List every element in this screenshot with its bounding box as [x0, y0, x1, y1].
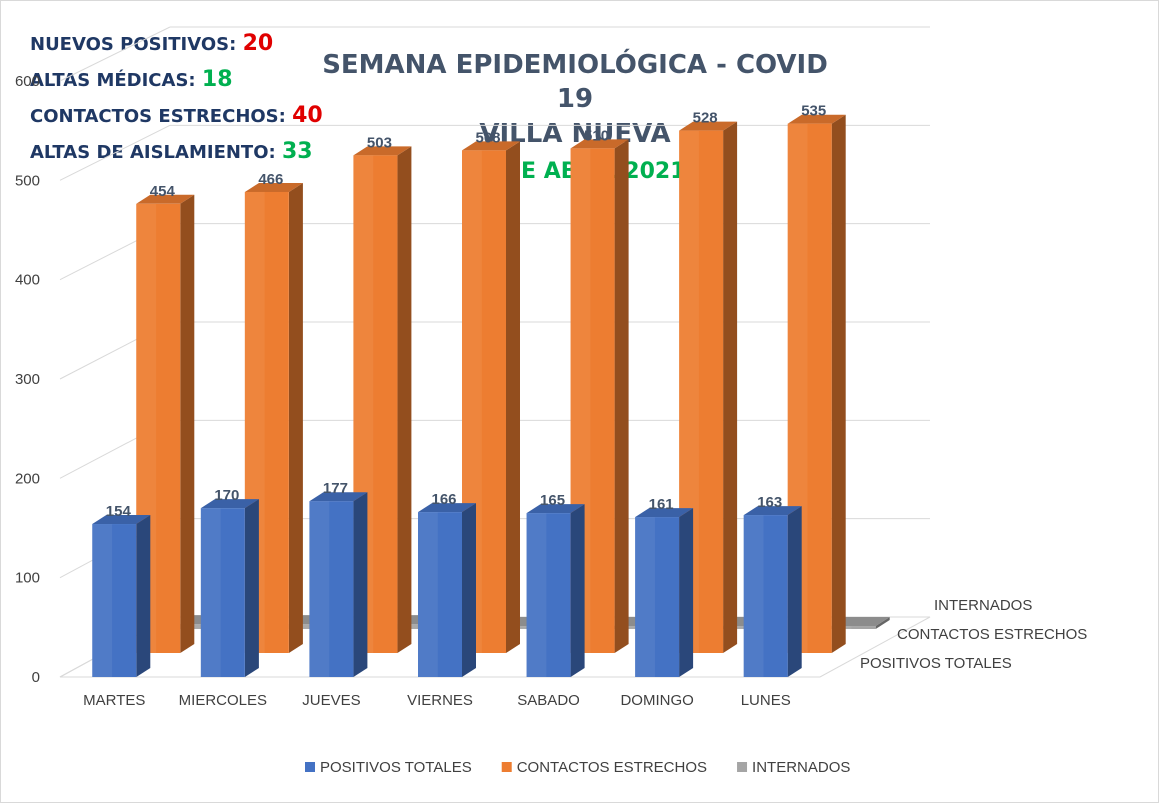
bar-side [244, 499, 259, 677]
legend-label: CONTACTOS ESTRECHOS [517, 759, 707, 776]
bar [92, 524, 137, 677]
stat-value: 18 [201, 67, 233, 92]
bar-top [526, 504, 585, 514]
depth-axis-label: INTERNADOS [934, 597, 1032, 614]
bar-side [875, 617, 890, 629]
bar-top [200, 499, 259, 509]
bar-side [180, 194, 195, 654]
bar [418, 512, 462, 677]
data-label: 154 [106, 503, 132, 520]
data-label: 170 [214, 487, 239, 504]
data-label: 177 [323, 480, 348, 497]
data-label: 466 [258, 171, 283, 188]
bar [200, 508, 245, 677]
x-tick-label: VIERNES [407, 692, 473, 709]
bar [526, 513, 571, 677]
bar-top [570, 139, 629, 149]
bar-side [570, 504, 585, 677]
data-label: 508 [475, 129, 500, 146]
bar-top [244, 183, 303, 192]
legend-label: INTERNADOS [752, 759, 850, 776]
y-tick-label: 400 [15, 272, 40, 289]
legend-swatch [737, 762, 748, 772]
legend-label: POSITIVOS TOTALES [320, 759, 472, 776]
bar-side [136, 515, 151, 677]
bar-top [309, 492, 368, 502]
stat-value: 20 [242, 31, 274, 56]
data-label: 163 [757, 494, 782, 511]
data-label: 535 [801, 103, 826, 120]
chart-title: SEMANA EPIDEMIOLÓGICA - COVID 19 [322, 50, 828, 114]
bar-top [462, 141, 520, 151]
stat-value: 40 [292, 103, 323, 128]
bar-highlight [200, 508, 221, 677]
bar-highlight [526, 513, 547, 677]
stat-altas-aislamiento: ALTAS DE AISLAMIENTO: 33 [30, 138, 323, 174]
stat-contactos-estrechos: CONTACTOS ESTRECHOS: 40 [30, 102, 323, 138]
data-label: 454 [150, 183, 176, 200]
stat-label: ALTAS DE AISLAMIENTO: [30, 142, 276, 163]
bar-highlight [635, 517, 655, 677]
bar-top [418, 503, 476, 513]
side-gridline [59, 26, 171, 82]
x-tick-label: SABADO [517, 692, 580, 709]
bar-highlight [418, 512, 438, 677]
bar-top [679, 121, 738, 131]
x-tick-label: JUEVES [302, 692, 360, 709]
bar-top [635, 508, 694, 518]
y-tick-label: 0 [32, 669, 40, 686]
stat-label: NUEVOS POSITIVOS: [30, 34, 237, 55]
depth-axis-label: POSITIVOS TOTALES [860, 655, 1012, 672]
y-tick-label: 300 [15, 371, 40, 388]
data-label: 528 [693, 110, 718, 127]
bar-side [787, 506, 802, 677]
y-tick-label: 600 [15, 73, 40, 90]
bar-side [397, 146, 412, 653]
stat-nuevos-positivos: NUEVOS POSITIVOS: 20 [30, 30, 323, 66]
x-tick-label: MARTES [83, 692, 145, 709]
stat-label: CONTACTOS ESTRECHOS: [30, 106, 286, 127]
bar-side [353, 492, 368, 677]
bar [635, 517, 680, 677]
y-tick-label: 100 [15, 570, 40, 587]
bar-side [506, 141, 520, 653]
x-tick-label: LUNES [741, 692, 791, 709]
bar-side [723, 121, 738, 654]
bar [831, 626, 876, 629]
data-label: 503 [367, 134, 392, 151]
data-label: 161 [649, 496, 674, 513]
data-label: 166 [431, 491, 456, 508]
bar-top [787, 114, 846, 124]
bar-top [353, 146, 412, 156]
side-gridline [59, 124, 171, 181]
bar-highlight [743, 515, 764, 677]
stat-value: 33 [282, 139, 313, 164]
bar-highlight [309, 501, 330, 677]
legend-swatch [305, 762, 315, 772]
y-tick-label: 500 [15, 172, 40, 189]
bar-top [136, 194, 195, 204]
y-tick-label: 200 [15, 470, 40, 487]
bar-side [462, 503, 476, 677]
bar-top [831, 617, 890, 626]
bar-side [679, 508, 694, 677]
stats-panel: NUEVOS POSITIVOS: 20 ALTAS MÉDICAS: 18 C… [30, 30, 323, 174]
data-label: 165 [540, 492, 565, 509]
depth-axis-label: CONTACTOS ESTRECHOS [897, 626, 1087, 643]
x-tick-label: MIERCOLES [179, 692, 267, 709]
bar [743, 515, 788, 677]
bar-top [92, 515, 151, 524]
bar [309, 501, 354, 677]
bar-top [743, 506, 802, 516]
bar-side [614, 139, 629, 653]
bar-side [288, 183, 303, 653]
bar-side [831, 114, 846, 653]
data-label: 510 [584, 127, 609, 144]
x-tick-label: DOMINGO [620, 692, 693, 709]
legend-swatch [501, 762, 512, 772]
bar-highlight [92, 524, 113, 677]
